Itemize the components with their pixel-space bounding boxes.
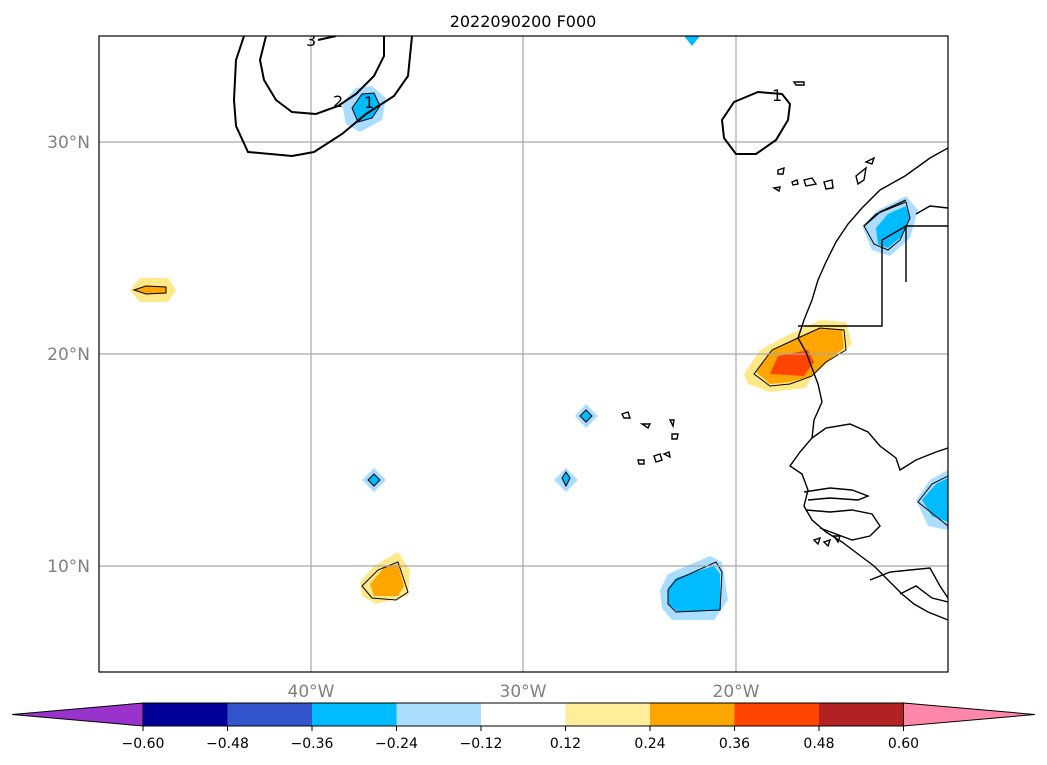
island [792,81,805,86]
fill-orange [370,564,404,596]
colorbar-segment [227,703,312,726]
contour-label: 3 [306,31,316,50]
contour-3 [258,36,385,116]
colorbar-tick-label: 0.12 [550,736,581,752]
island [864,156,876,165]
contour-label: 1 [772,86,782,105]
lon-label: 40°W [288,682,335,702]
fill-red-orange [770,350,814,376]
fill-blue [876,206,910,248]
island [777,166,785,175]
anomaly-fills [130,36,948,620]
coastlines [621,81,948,621]
island [639,423,652,430]
colorbar-tick-label: −0.24 [375,736,418,752]
colorbar-tick-label: 0.36 [719,736,750,752]
sierra-border [869,567,948,599]
colorbar-extend-max [903,702,1036,727]
border-line [798,225,948,327]
guinea-border [805,509,881,541]
contour-2-top [317,36,337,41]
colorbar-tick-label: 0.60 [888,736,919,752]
island [668,419,675,429]
lat-label: 20°N [47,345,90,365]
island [855,166,867,186]
sahara-inner [915,205,948,215]
colorbar-segment [481,703,566,726]
gambia-border [803,487,870,501]
island [791,179,799,186]
colorbar-outline [142,702,904,727]
island [671,433,679,440]
pressure-contours [232,36,792,158]
island [822,538,832,548]
colorbar-tick-label: −0.48 [206,736,249,752]
map-title: 2022090200 F000 [450,12,597,31]
colorbar-tick-label: 0.24 [634,736,665,752]
island [772,186,781,193]
island [823,179,834,190]
island [812,536,822,546]
lon-label: 30°W [500,682,547,702]
gridlines [99,36,948,672]
contour-2 [232,36,413,158]
colorbar-segment [650,703,735,726]
fill-blue [922,478,948,522]
colorbar-tick-label: −0.36 [291,736,334,752]
colorbar-segment [312,703,397,726]
liberia-border [899,585,948,603]
fill-blue [684,36,700,46]
lon-label: 20°W [713,682,760,702]
africa-coast [789,147,948,621]
contour-label: 2 [333,92,343,111]
colorbar: −0.60 −0.48 −0.36 −0.24 −0.12 0.12 0.24 0.36 0.4… [11,702,1036,752]
fill-orange [134,286,166,294]
colorbar-segment [396,703,481,726]
map-area: 3 2 1 1 [99,31,948,672]
island [832,535,841,544]
gulf-coast [811,423,948,472]
island [662,451,671,459]
west-sahara-coast [863,199,907,227]
lat-label: 30°N [47,133,90,153]
island [621,411,631,419]
colorbar-tick-label: −0.60 [122,736,165,752]
colorbar-segment [734,703,819,726]
fill-blue [352,93,380,122]
colorbar-segment [565,703,650,726]
contour-label: 1 [364,93,374,112]
island [637,459,645,465]
colorbar-segment [819,703,904,726]
island [803,177,818,187]
colorbar-tick-label: 0.48 [803,736,834,752]
colorbar-tick-label: −0.12 [460,736,503,752]
map-frame [98,35,949,673]
colorbar-segment [143,703,228,726]
colorbar-extend-min [11,702,144,727]
contour-1 [720,90,792,155]
island [653,453,663,463]
lat-label: 10°N [47,557,90,577]
